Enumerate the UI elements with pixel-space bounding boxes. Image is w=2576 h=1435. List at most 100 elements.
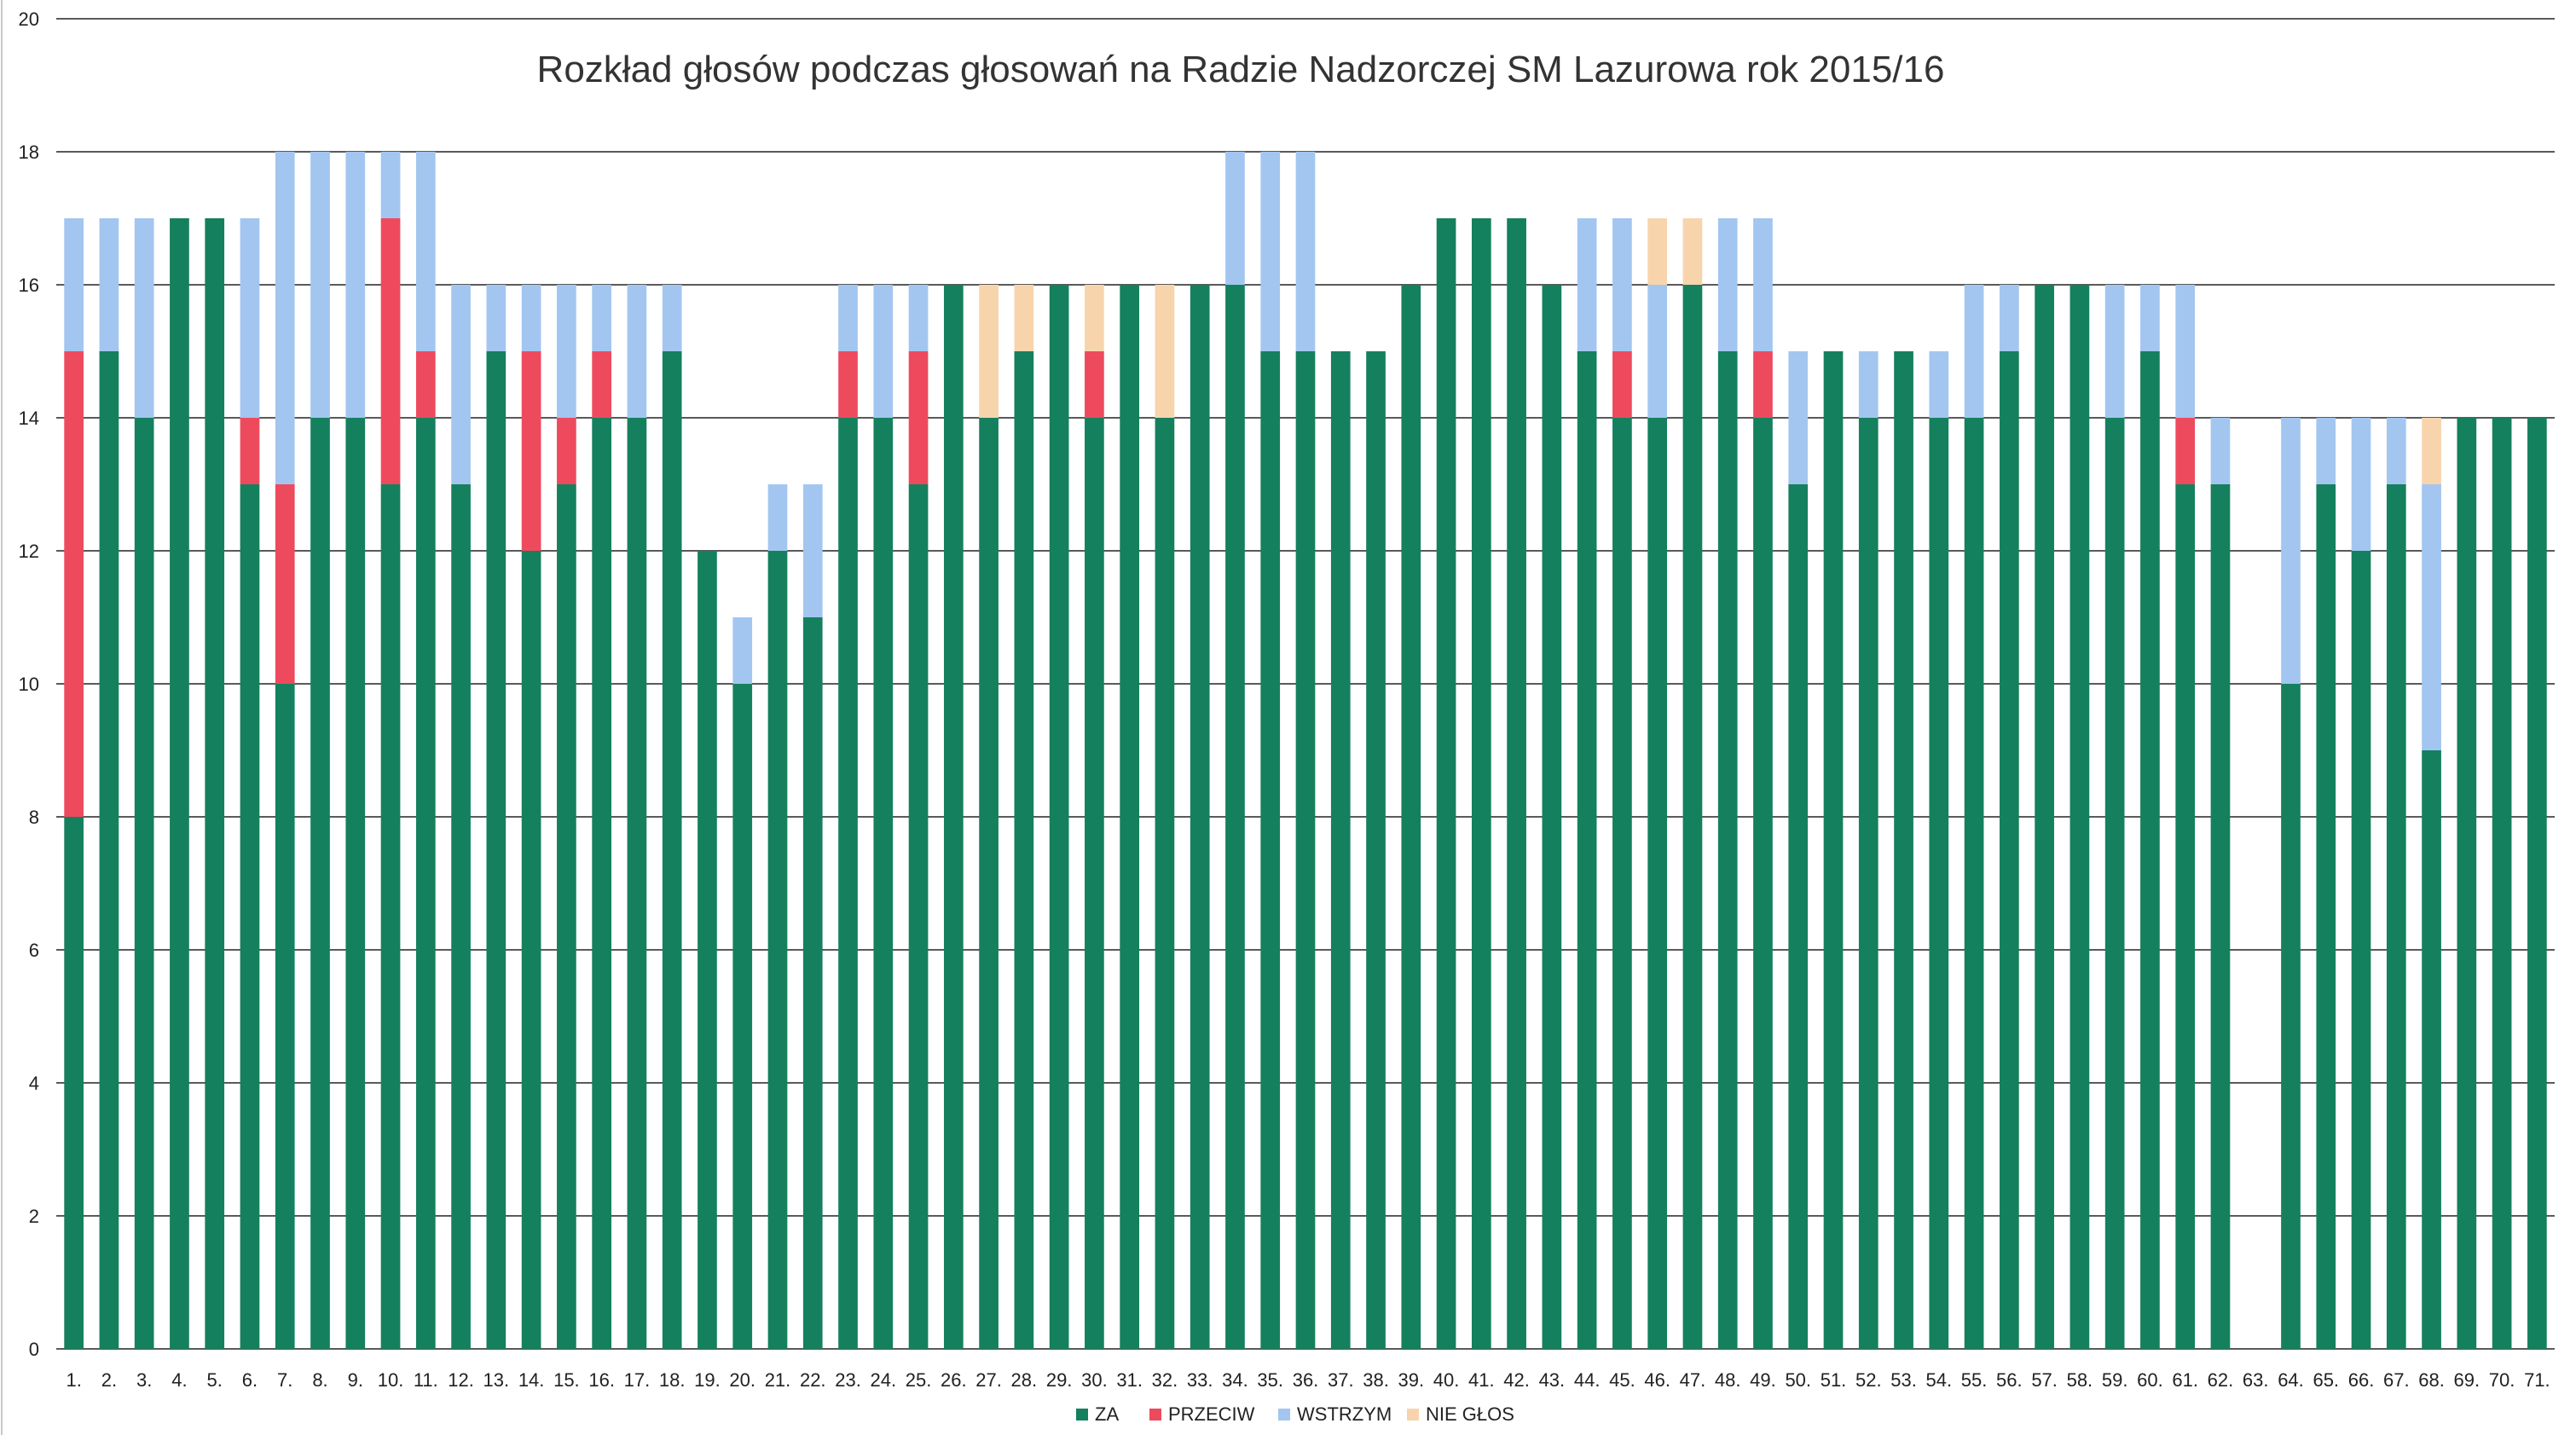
bar-segment-wstrzym (240, 218, 260, 418)
x-tick-label: 1. (66, 1369, 81, 1391)
y-axis-tick-labels: 0 2 4 6 8 10 12 14 16 18 20 (19, 9, 39, 1360)
bar-segment-wstrzym (345, 152, 366, 418)
x-tick-label: 63. (2243, 1369, 2269, 1391)
bar-group-70 (2492, 418, 2512, 1349)
bar-group-51 (1823, 351, 1844, 1349)
x-tick-label: 46. (1644, 1369, 1670, 1391)
x-tick-label: 53. (1890, 1369, 1917, 1391)
bar-group-59 (2104, 285, 2125, 1349)
x-tick-label: 26. (941, 1369, 967, 1391)
bar-segment-za (1577, 351, 1597, 1349)
bar-segment-przeciw (380, 218, 401, 484)
bar-group-53 (1894, 351, 1913, 1349)
bar-segment-za (1823, 351, 1844, 1349)
bar-segment-wstrzym (2281, 418, 2301, 684)
bar-segment-nie-głos (1085, 285, 1104, 351)
bar-segment-za (2316, 484, 2336, 1349)
x-tick-label: 68. (2418, 1369, 2445, 1391)
bar-segment-nie-głos (1682, 218, 1703, 285)
bar-segment-za (698, 551, 717, 1349)
bar-segment-za (2527, 418, 2547, 1349)
x-tick-label: 59. (2102, 1369, 2128, 1391)
bar-segment-wstrzym (2140, 285, 2160, 351)
bar-group-15 (557, 285, 576, 1349)
bar-segment-za (1894, 351, 1913, 1349)
bar-segment-przeciw (557, 418, 576, 484)
bar-segment-przeciw (64, 351, 84, 817)
bar-group-26 (943, 285, 964, 1349)
bar-group-17 (627, 285, 647, 1349)
legend: ZA PRZECIW WSTRZYM NIE GŁOS (1076, 1403, 1514, 1425)
bar-segment-za (1542, 285, 1562, 1349)
bar-segment-wstrzym (486, 285, 507, 351)
bar-segment-wstrzym (2316, 418, 2336, 484)
bar-segment-za (1260, 351, 1281, 1349)
bar-segment-wstrzym (2210, 418, 2231, 484)
bar-group-42 (1507, 218, 1526, 1349)
bar-segment-za (134, 418, 154, 1349)
x-tick-label: 7. (277, 1369, 292, 1391)
x-tick-label: 20. (729, 1369, 755, 1391)
x-tick-label: 14. (518, 1369, 545, 1391)
bar-group-31 (1120, 285, 1140, 1349)
bar-segment-za (2281, 684, 2301, 1349)
x-tick-label: 54. (1926, 1369, 1953, 1391)
x-tick-label: 42. (1503, 1369, 1530, 1391)
bar-segment-za (592, 418, 611, 1349)
bar-group-64 (2281, 418, 2301, 1349)
bar-segment-za (1085, 418, 1104, 1349)
bar-group-1 (64, 218, 84, 1349)
x-tick-label: 37. (1328, 1369, 1354, 1391)
bar-group-62 (2210, 418, 2231, 1349)
bar-group-5 (205, 218, 225, 1349)
y-tick-label: 0 (29, 1339, 39, 1360)
x-tick-label: 61. (2172, 1369, 2198, 1391)
bar-segment-za (2492, 418, 2512, 1349)
bar-group-2 (99, 218, 119, 1349)
bar-group-3 (134, 218, 154, 1349)
bar-segment-nie-głos (2422, 418, 2441, 484)
x-tick-label: 12. (448, 1369, 474, 1391)
y-tick-label: 8 (29, 807, 39, 828)
bar-group-55 (1964, 285, 1984, 1349)
y-tick-label: 14 (19, 408, 39, 429)
x-tick-label: 69. (2454, 1369, 2480, 1391)
bar-group-65 (2316, 418, 2336, 1349)
x-axis-tick-labels: 1. 2. 3. 4. 5. 6. 7. 8. 9. 10. 11. 12. 13. 14. 15. 16. 1… (66, 1369, 2550, 1391)
bar-segment-wstrzym (2000, 285, 2019, 351)
bar-segment-za (1014, 351, 1034, 1349)
bar-group-32 (1155, 285, 1175, 1349)
x-tick-label: 19. (694, 1369, 721, 1391)
bar-segment-wstrzym (451, 285, 471, 484)
bar-segment-za (1964, 418, 1984, 1349)
bar-group-39 (1401, 285, 1421, 1349)
bar-segment-przeciw (275, 484, 295, 684)
x-tick-label: 40. (1433, 1369, 1460, 1391)
x-tick-label: 27. (975, 1369, 1002, 1391)
bar-group-36 (1295, 152, 1316, 1349)
bar-group-11 (415, 152, 436, 1349)
bar-segment-wstrzym (1717, 218, 1738, 351)
x-tick-label: 52. (1855, 1369, 1882, 1391)
bar-group-28 (1014, 285, 1034, 1349)
bar-segment-za (310, 418, 330, 1349)
bar-group-58 (2069, 285, 2090, 1349)
bar-group-48 (1717, 218, 1738, 1349)
bar-segment-za (2210, 484, 2231, 1349)
bar-segment-przeciw (908, 351, 929, 484)
x-tick-label: 57. (2031, 1369, 2058, 1391)
bar-segment-wstrzym (134, 218, 154, 418)
bar-group-54 (1929, 351, 1949, 1349)
x-tick-label: 5. (207, 1369, 223, 1391)
bar-group-45 (1612, 218, 1632, 1349)
bar-segment-wstrzym (732, 617, 753, 684)
bar-segment-nie-głos (1647, 218, 1668, 285)
bar-segment-wstrzym (1858, 351, 1878, 418)
x-tick-label: 21. (765, 1369, 791, 1391)
x-tick-label: 13. (483, 1369, 510, 1391)
x-tick-label: 64. (2278, 1369, 2304, 1391)
bar-segment-wstrzym (908, 285, 929, 351)
bar-group-10 (380, 152, 401, 1349)
bar-segment-za (486, 351, 507, 1349)
bar-segment-wstrzym (1788, 351, 1809, 484)
